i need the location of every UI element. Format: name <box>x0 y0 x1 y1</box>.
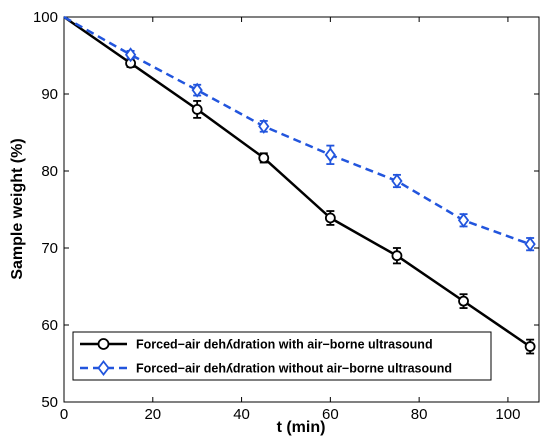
axis-ticks: 0 20 40 60 80 100 50 60 70 80 90 100 <box>33 9 539 423</box>
y-tick-label: 70 <box>41 240 58 257</box>
data-point <box>524 236 536 252</box>
x-tick-label: 80 <box>411 406 428 423</box>
y-tick-label: 50 <box>41 394 58 411</box>
legend-label-with-ultrasound: Forced−air dehʎdration with air−borne ul… <box>136 338 433 352</box>
data-point <box>457 212 470 228</box>
y-tick-label: 100 <box>33 9 58 26</box>
y-tick-label: 90 <box>41 86 58 103</box>
data-point <box>391 173 403 189</box>
legend-label-without-ultrasound: Forced−air dehʎdration without air−borne… <box>136 362 452 376</box>
legend-diamond-marker-icon <box>97 360 110 376</box>
x-tick-label: 100 <box>495 406 520 423</box>
y-tick-label: 60 <box>41 317 58 334</box>
y-tick-label: 80 <box>41 163 58 180</box>
legend: Forced−air dehʎdration with air−borne ul… <box>72 331 492 381</box>
data-point <box>258 118 270 134</box>
series-line <box>63 15 531 348</box>
data-point <box>191 104 203 115</box>
series-layer <box>63 15 536 355</box>
data-point <box>191 82 203 98</box>
series-0 <box>63 15 536 355</box>
x-tick-label: 20 <box>144 406 161 423</box>
x-tick-label: 40 <box>233 406 250 423</box>
series-line <box>63 15 531 246</box>
data-point <box>324 147 336 163</box>
x-tick-label: 60 <box>322 406 339 423</box>
data-point <box>124 47 137 63</box>
data-point <box>458 295 469 307</box>
legend-box <box>72 331 492 381</box>
legend-circle-marker-icon <box>97 338 110 350</box>
data-point <box>524 341 536 352</box>
x-axis-title: t (min) <box>277 419 326 436</box>
data-point <box>324 212 336 224</box>
data-point <box>258 152 270 164</box>
series-1 <box>63 15 536 252</box>
x-tick-label: 0 <box>60 406 68 423</box>
y-axis-title: Sample weight (%) <box>9 138 26 279</box>
data-point <box>391 250 403 262</box>
